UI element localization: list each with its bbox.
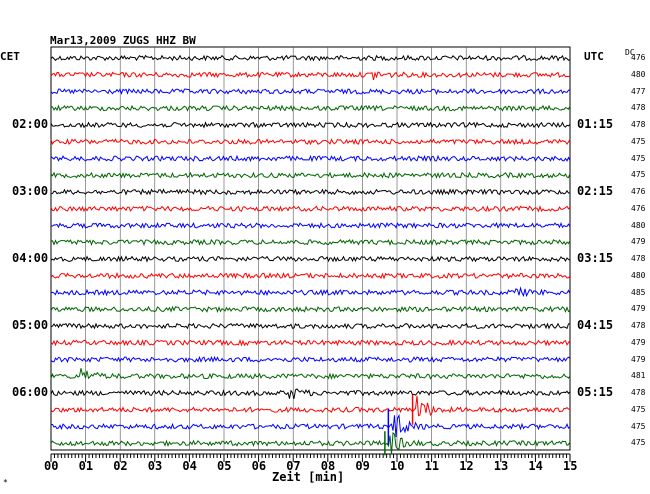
x-tick-label: 07 (286, 459, 301, 473)
dc-value: 475 (631, 153, 646, 163)
trace-0 (50, 54, 571, 62)
trace-2 (50, 88, 571, 96)
dc-value: 485 (631, 287, 646, 297)
dc-value: 476 (631, 187, 646, 196)
dc-column-label: DC (625, 48, 635, 57)
plot-frame (50, 46, 571, 451)
left-time-label: 03:00 (12, 184, 49, 198)
right-time-label: 05:15 (577, 385, 614, 399)
x-axis-title: Zeit [min] (272, 470, 345, 484)
right-time-label: 01:15 (577, 117, 614, 131)
x-tick-label: 08 (320, 459, 336, 473)
x-tick-label: 01 (78, 459, 94, 473)
right-time-label: 02:15 (577, 184, 614, 198)
dc-value: 476 (631, 53, 646, 62)
trace-1 (50, 70, 571, 81)
dc-value: 480 (631, 69, 646, 79)
left-time-label: 04:00 (12, 251, 49, 265)
x-tick-label: 14 (528, 459, 543, 473)
trace-7 (50, 171, 571, 179)
x-tick-label: 00 (44, 459, 59, 473)
trace-6 (50, 154, 571, 163)
trace-20 (50, 388, 571, 399)
dc-value: 478 (631, 388, 646, 397)
right-timezone-label: UTC (584, 50, 604, 63)
x-tick-label: 09 (355, 459, 370, 473)
right-time-label: 04:15 (577, 318, 614, 332)
x-tick-label: 10 (390, 459, 405, 473)
dc-value: 475 (631, 404, 646, 414)
x-tick-label: 02 (113, 459, 128, 473)
right-time-label: 03:15 (577, 251, 614, 265)
trace-10 (50, 221, 571, 230)
dc-value: 477 (631, 86, 646, 96)
x-tick-label: 06 (251, 459, 267, 473)
dc-value: 478 (631, 321, 646, 330)
dc-value: 478 (631, 103, 646, 113)
trace-5 (50, 138, 571, 146)
trace-18 (50, 355, 571, 364)
trace-19 (50, 368, 571, 381)
left-time-label: 06:00 (12, 385, 49, 399)
dc-value: 481 (631, 371, 646, 381)
dc-value: 475 (631, 438, 646, 448)
dc-value: 479 (631, 337, 646, 347)
dc-value: 480 (631, 270, 646, 280)
x-tick-label: 05 (217, 459, 232, 473)
x-tick-label: 03 (147, 459, 163, 473)
dc-value: 479 (631, 304, 646, 314)
x-tick-label: 12 (459, 459, 474, 473)
trace-9 (50, 205, 571, 213)
dc-value: 480 (631, 220, 646, 230)
dc-value: 478 (631, 120, 646, 129)
dc-value: 476 (631, 203, 646, 213)
dc-value: 479 (631, 354, 646, 364)
trace-3 (50, 104, 571, 113)
dc-value: 479 (631, 237, 646, 247)
x-tick-label: 04 (182, 459, 197, 473)
dc-value: 475 (631, 421, 646, 431)
trace-8 (50, 188, 571, 196)
left-time-label: 05:00 (12, 318, 49, 332)
trace-16 (50, 322, 571, 330)
dc-value: 475 (631, 170, 646, 180)
trace-21 (50, 395, 571, 417)
left-timezone-label: CET (0, 50, 20, 63)
dc-value: 478 (631, 254, 646, 263)
trace-17 (50, 338, 571, 347)
trace-23 (50, 431, 571, 455)
trace-22 (50, 413, 571, 438)
trace-12 (50, 255, 571, 263)
trace-13 (50, 271, 571, 280)
trace-15 (50, 305, 571, 314)
dc-value: 475 (631, 136, 646, 146)
corner-mark: * (3, 478, 8, 487)
x-tick-label: 13 (493, 459, 509, 473)
trace-4 (50, 121, 571, 129)
trace-14 (50, 286, 571, 298)
trace-11 (50, 238, 571, 247)
plot-title: Mar13,2009 ZUGS HHZ BW (50, 34, 196, 47)
x-tick-label: 15 (563, 459, 578, 473)
x-tick-label: 11 (424, 459, 440, 473)
left-time-label: 02:00 (12, 117, 49, 131)
